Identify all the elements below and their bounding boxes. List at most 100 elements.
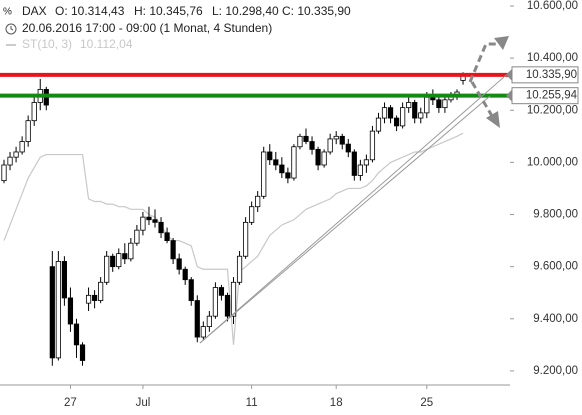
candle-body xyxy=(412,102,418,119)
level-label-pointer xyxy=(506,68,512,81)
candle-body xyxy=(25,120,31,142)
candle-body xyxy=(1,164,7,182)
candle-body xyxy=(279,164,285,174)
candle-body xyxy=(61,261,68,299)
candle-body xyxy=(98,281,104,301)
candle-body xyxy=(19,141,25,153)
candle-body xyxy=(291,146,297,179)
candle-body xyxy=(242,221,249,257)
level-label: 10.335,90 xyxy=(526,69,577,81)
candle-body xyxy=(67,297,74,325)
candle-body xyxy=(128,242,134,260)
y-tick-label: 9.400,00 xyxy=(533,313,578,325)
candle-body xyxy=(351,151,357,176)
candle-body xyxy=(309,141,315,150)
level-label-pointer xyxy=(506,89,512,102)
candle-body xyxy=(140,216,146,231)
candle-body xyxy=(170,240,176,260)
candle-body xyxy=(152,219,158,223)
candle-body xyxy=(218,287,225,296)
level-label: 10.255,94 xyxy=(526,90,578,102)
candle-body xyxy=(134,229,140,244)
trend-line xyxy=(199,69,513,344)
clock-hand xyxy=(10,26,14,31)
ohlc-close: C: 10.335,90 xyxy=(282,4,351,18)
ohlc-high: H: 10.345,76 xyxy=(134,4,203,18)
chart-title: DAX xyxy=(22,4,47,18)
plot-area: 9.200,00 9.400,00 9.600,00 9.800,00 10.000,0… xyxy=(0,0,578,409)
y-tick-label: 10.600,00 xyxy=(527,0,578,12)
candle-body xyxy=(273,159,279,166)
candle-body xyxy=(345,143,351,153)
candle-body xyxy=(418,112,424,119)
candle-body xyxy=(164,232,170,241)
candle-body xyxy=(176,258,182,270)
candle-body xyxy=(194,300,200,338)
candle-body xyxy=(7,156,13,166)
candle-body xyxy=(442,99,448,109)
candle-body xyxy=(297,135,303,148)
ohlc-open: O: 10.314,43 xyxy=(55,4,125,18)
candle-body xyxy=(158,221,164,234)
candle-body xyxy=(381,107,388,119)
y-tick-label: 9.200,00 xyxy=(533,365,578,377)
candle-body xyxy=(375,117,382,132)
arrow-head-down xyxy=(486,111,500,128)
trend-line-lower xyxy=(199,95,491,344)
candle-body xyxy=(104,255,110,283)
candle-body xyxy=(249,206,255,223)
candle-body xyxy=(400,107,406,127)
x-tick-label: 18 xyxy=(330,397,343,409)
candle-body xyxy=(424,96,430,114)
x-tick-label: Jul xyxy=(136,397,151,409)
candle-body xyxy=(315,148,321,166)
candle-body xyxy=(369,130,376,161)
candle-body xyxy=(261,151,267,197)
y-tick-label: 10.200,00 xyxy=(527,104,578,116)
candle-body xyxy=(31,102,37,122)
candle-body xyxy=(13,151,19,158)
candle-body xyxy=(255,195,261,208)
indicator-line xyxy=(3,132,464,345)
candle-body xyxy=(327,138,333,153)
y-tick-label: 10.400,00 xyxy=(527,52,578,64)
candle-body xyxy=(387,107,394,119)
y-tick-label: 9.800,00 xyxy=(533,209,578,221)
candle-body xyxy=(406,102,412,109)
x-tick-label: 11 xyxy=(246,397,258,409)
arrow-down xyxy=(470,81,494,117)
candle-body xyxy=(267,151,273,161)
candle-body xyxy=(116,253,122,268)
candle-body xyxy=(85,294,92,304)
candle-body xyxy=(49,266,55,359)
legend-value: 10.112,04 xyxy=(80,37,133,51)
candle-body xyxy=(110,255,116,268)
candle-body xyxy=(146,216,152,221)
candle-body xyxy=(363,159,370,166)
candle-body xyxy=(122,253,128,260)
x-tick-label: 27 xyxy=(64,397,77,409)
arrow-up xyxy=(468,42,502,83)
candle-body xyxy=(188,279,194,301)
candle-body xyxy=(236,255,243,283)
candle-body xyxy=(333,135,339,140)
icon: % xyxy=(3,7,12,18)
candle-body xyxy=(200,326,206,338)
y-tick-label: 9.600,00 xyxy=(533,261,578,273)
candle-body xyxy=(285,172,291,179)
candle-body xyxy=(303,135,309,142)
candle-body xyxy=(206,315,212,328)
y-tick-label: 10.000,00 xyxy=(527,156,578,168)
chart-subtitle: 20.06.2016 17:00 - 09:00 (1 Monat, 4 Stu… xyxy=(22,21,272,35)
candle-body xyxy=(224,294,231,317)
x-tick-label: 25 xyxy=(420,397,433,409)
candle-body xyxy=(357,164,363,176)
candle-body xyxy=(92,294,98,301)
clock-icon xyxy=(5,23,17,35)
ohlc-low: L: 10.298,40 xyxy=(212,4,279,18)
candle-body xyxy=(339,135,345,145)
legend-label: ST(10, 3) xyxy=(22,37,72,51)
candle-body xyxy=(55,261,61,359)
